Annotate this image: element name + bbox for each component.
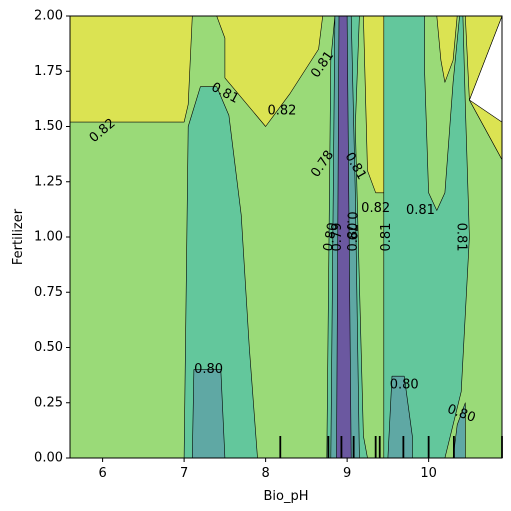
y-tick-label-3: 0.75 xyxy=(34,285,63,300)
contour-regions xyxy=(70,16,502,458)
contour-region-top-5 xyxy=(465,16,502,100)
y-tick-label-5: 1.25 xyxy=(34,174,63,189)
contour-label-8: 0.81 xyxy=(379,223,394,252)
y-axis-label: Fertilizer xyxy=(11,208,26,265)
contour-label-11: 0.79 xyxy=(330,223,345,252)
contour-label-7: 0.81 xyxy=(406,203,435,218)
y-axis: 0.00 0.25 0.50 0.75 1.00 1.25 1.50 1.75 2.00 xyxy=(34,9,70,466)
x-tick-label-0: 6 xyxy=(98,466,106,481)
contour-region-low-10 xyxy=(192,370,225,458)
contour-region-top-1 xyxy=(70,16,192,122)
y-tick-label-7: 1.75 xyxy=(34,64,63,79)
contour-label-2: 0.82 xyxy=(267,104,296,119)
contour-label-6: 0.82 xyxy=(361,201,390,216)
x-tick-label-3: 9 xyxy=(343,466,351,481)
x-tick-label-4: 10 xyxy=(420,466,437,481)
contour-label-9: 0.81 xyxy=(454,223,469,252)
y-tick-label-2: 0.50 xyxy=(34,340,63,355)
y-tick-label-4: 1.00 xyxy=(34,230,63,245)
x-tick-label-2: 8 xyxy=(261,466,269,481)
x-tick-label-1: 7 xyxy=(180,466,188,481)
y-tick-label-6: 1.50 xyxy=(34,119,63,134)
contour-label-13: 0.80 xyxy=(346,223,361,252)
y-tick-label-1: 0.25 xyxy=(34,395,63,410)
contour-label-14: 0.80 xyxy=(194,362,223,377)
contour-label-15: 0.80 xyxy=(390,378,419,393)
y-tick-label-0: 0.00 xyxy=(34,451,63,466)
y-tick-label-8: 2.00 xyxy=(34,9,63,24)
x-axis-label: Bio_pH xyxy=(263,489,308,504)
x-axis: 6 7 8 9 10 xyxy=(98,458,436,481)
